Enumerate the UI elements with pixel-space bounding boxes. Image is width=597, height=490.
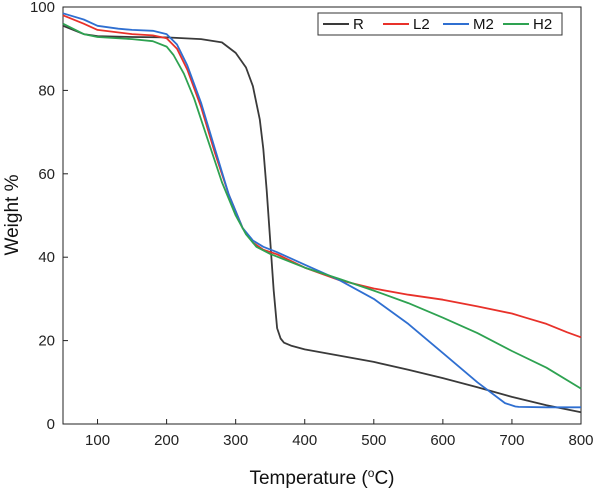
legend-box (317, 12, 563, 36)
x-axis-title-unit: C) (374, 468, 394, 489)
x-axis-title-main: Temperature ( (249, 468, 368, 489)
legend-label-l2: L2 (413, 16, 430, 33)
x-tick-label: 100 (85, 432, 110, 449)
y-tick-label: 80 (38, 82, 55, 99)
x-tick-label: 300 (223, 432, 248, 449)
x-axis-title: Temperature (oC) (249, 466, 394, 489)
legend: R L2 M2 H2 (317, 12, 563, 36)
x-tick-label: 500 (361, 432, 386, 449)
plot-area (62, 6, 582, 425)
x-axis-title-superscript: o (368, 466, 375, 480)
x-tick-label: 400 (292, 432, 317, 449)
series-line-m2 (62, 12, 581, 409)
y-tick-label: 20 (38, 333, 55, 350)
legend-label-m2: M2 (473, 16, 494, 33)
y-tick-label: 0 (47, 416, 55, 433)
y-tick-label: 40 (38, 249, 55, 266)
series-line-l2 (62, 14, 582, 339)
series-line-h2 (62, 22, 582, 390)
series-lines (62, 12, 582, 414)
series-line-r (62, 24, 582, 414)
x-tick-label: 600 (430, 432, 455, 449)
y-axis-title: Weight % (2, 174, 23, 255)
legend-label-r: R (353, 16, 364, 33)
y-tick-label: 100 (30, 0, 55, 16)
y-axis: 0 20 40 60 80 100 (30, 0, 68, 433)
y-tick-label: 60 (38, 166, 55, 183)
x-tick-label: 200 (154, 432, 179, 449)
x-tick-label: 700 (499, 432, 524, 449)
x-tick-label: 800 (568, 432, 593, 449)
legend-label-h2: H2 (533, 16, 552, 33)
x-axis: 100 200 300 400 500 600 700 800 (85, 419, 594, 449)
